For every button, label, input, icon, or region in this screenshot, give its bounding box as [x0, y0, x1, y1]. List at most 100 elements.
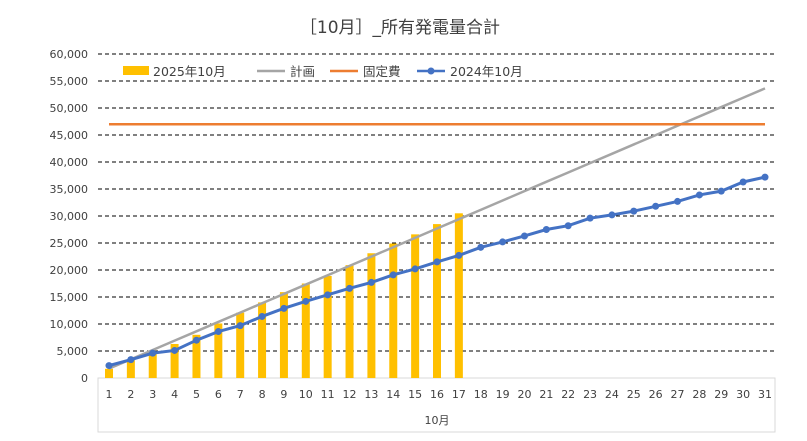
data-point	[674, 197, 682, 205]
x-tick-label: 3	[149, 388, 156, 401]
data-point	[542, 226, 550, 233]
bar	[192, 334, 201, 378]
x-tick-label: 31	[758, 388, 772, 401]
data-point	[324, 291, 332, 299]
x-axis: 1 2 3 4 5 6 7 8 9 10 11 12 13 14 15 16 17 18 19 20 21 22 23 24 2…	[106, 388, 773, 401]
data-point	[586, 214, 594, 222]
data-point	[236, 322, 244, 330]
bar	[389, 243, 398, 378]
data-point	[477, 243, 485, 251]
data-point	[149, 349, 157, 357]
data-point	[520, 232, 528, 240]
y-tick-label: 30,000	[50, 210, 89, 223]
x-tick-label: 12	[343, 388, 357, 401]
data-point	[411, 265, 419, 273]
x-tick-label: 16	[430, 388, 444, 401]
y-tick-label: 35,000	[50, 183, 89, 196]
legend-label: 2025年10月	[153, 64, 226, 79]
x-tick-label: 24	[605, 388, 619, 401]
bar	[214, 323, 223, 378]
x-tick-label: 8	[259, 388, 266, 401]
bar	[279, 292, 288, 378]
data-point	[630, 207, 638, 215]
x-tick-label: 22	[561, 388, 575, 401]
x-tick-label: 23	[583, 388, 597, 401]
x-axis-title: 10月	[425, 414, 450, 427]
y-tick-label: 55,000	[50, 75, 89, 88]
x-tick-label: 5	[193, 388, 200, 401]
x-tick-label: 4	[171, 388, 178, 401]
legend: 2025年10月 計画 固定費 2024年10月	[123, 64, 523, 79]
data-point	[761, 173, 769, 181]
data-point	[455, 251, 463, 259]
legend-label: 2024年10月	[450, 64, 523, 79]
x-tick-label: 27	[671, 388, 685, 401]
x-tick-label: 17	[452, 388, 466, 401]
data-point	[214, 328, 222, 336]
data-point	[192, 336, 200, 344]
y-tick-label: 15,000	[50, 291, 89, 304]
data-point	[127, 356, 135, 364]
y-tick-label: 10,000	[50, 318, 89, 331]
y-axis: 0 5,000 10,000 15,000 20,000 25,000 30,000 35,0…	[50, 48, 89, 385]
x-tick-label: 14	[386, 388, 400, 401]
x-tick-label: 26	[649, 388, 663, 401]
bar	[454, 213, 463, 378]
x-tick-label: 25	[627, 388, 641, 401]
bar	[433, 224, 441, 378]
bar	[170, 343, 179, 378]
bar	[345, 265, 354, 378]
bar	[258, 302, 267, 378]
y-tick-label: 0	[81, 372, 88, 385]
y-tick-label: 60,000	[50, 48, 89, 61]
x-tick-label: 9	[280, 388, 287, 401]
x-tick-label: 13	[364, 388, 378, 401]
data-point	[280, 304, 288, 312]
y-tick-label: 5,000	[57, 345, 89, 358]
x-tick-label: 7	[237, 388, 244, 401]
data-point	[302, 297, 310, 305]
data-point	[346, 284, 354, 292]
x-tick-label: 15	[408, 388, 422, 401]
y-tick-label: 25,000	[50, 237, 89, 250]
x-tick-label: 28	[692, 388, 706, 401]
legend-label: 計画	[290, 64, 315, 79]
x-tick-label: 29	[714, 388, 728, 401]
legend-marker	[427, 67, 435, 75]
data-point	[608, 211, 616, 219]
data-point	[717, 187, 725, 195]
y-tick-label: 50,000	[50, 102, 89, 115]
legend-label: 固定費	[363, 64, 401, 79]
x-tick-label: 30	[736, 388, 750, 401]
data-point	[695, 191, 703, 199]
bar	[126, 360, 135, 378]
data-point	[389, 271, 397, 279]
x-tick-label: 2	[127, 388, 134, 401]
y-tick-label: 40,000	[50, 156, 89, 169]
data-point	[367, 278, 375, 286]
series-line	[108, 87, 766, 370]
x-tick-label: 18	[474, 388, 488, 401]
data-point	[739, 178, 747, 186]
bar	[323, 275, 332, 378]
y-tick-label: 45,000	[50, 129, 89, 142]
data-point	[499, 238, 507, 246]
legend-swatch	[123, 66, 149, 75]
x-tick-label: 21	[539, 388, 553, 401]
bars-2025	[105, 213, 463, 378]
data-point	[652, 202, 660, 210]
y-tick-label: 20,000	[50, 264, 89, 277]
bar	[148, 351, 157, 378]
bar	[105, 368, 113, 378]
x-tick-label: 1	[106, 388, 113, 401]
data-point	[258, 312, 266, 320]
bar	[367, 253, 376, 378]
x-tick-label: 10	[299, 388, 313, 401]
x-tick-label: 20	[517, 388, 531, 401]
data-point	[433, 258, 441, 266]
bar	[411, 234, 420, 378]
lines	[105, 87, 769, 370]
x-tick-label: 6	[215, 388, 222, 401]
data-point	[105, 362, 113, 370]
